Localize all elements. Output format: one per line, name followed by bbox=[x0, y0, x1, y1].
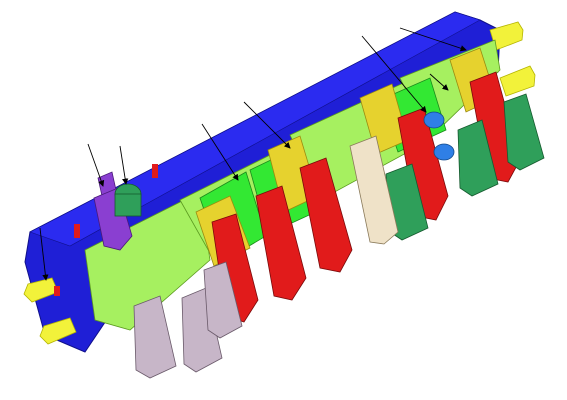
beige-valve-body bbox=[349, 135, 399, 245]
red-pins bbox=[54, 164, 158, 296]
callout-arrow bbox=[201, 123, 239, 181]
callout-arrows bbox=[39, 27, 467, 281]
right-ports bbox=[489, 21, 536, 97]
callout-arrow bbox=[243, 101, 291, 149]
callout-arrow bbox=[87, 143, 105, 187]
callout-arrow bbox=[361, 35, 427, 113]
dark-green-handles bbox=[385, 93, 545, 241]
light-blue-fittings bbox=[423, 111, 455, 161]
lilac-handles bbox=[133, 261, 243, 379]
green-cylinder bbox=[114, 183, 142, 217]
callout-arrow bbox=[399, 27, 467, 52]
callout-arrow bbox=[39, 227, 49, 281]
callout-arrow bbox=[429, 73, 449, 91]
manifold-top-face bbox=[29, 11, 481, 247]
callout-arrow bbox=[119, 145, 129, 185]
